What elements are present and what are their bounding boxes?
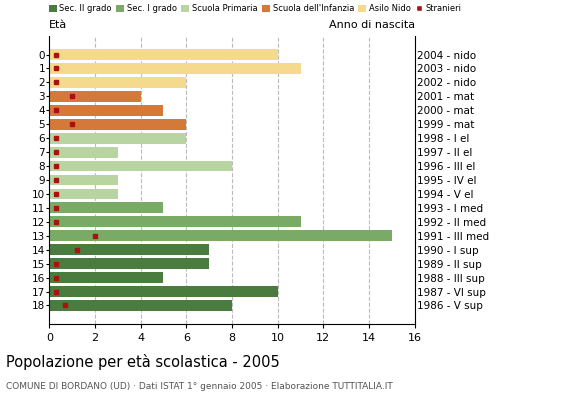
Bar — [49, 244, 209, 255]
Bar — [49, 202, 164, 213]
Bar — [49, 174, 118, 186]
Bar — [49, 147, 118, 158]
Bar — [49, 300, 232, 311]
Bar — [49, 161, 232, 172]
Text: Anno di nascita: Anno di nascita — [329, 20, 415, 30]
Bar — [49, 49, 278, 60]
Text: Età: Età — [49, 20, 67, 30]
Text: Popolazione per età scolastica - 2005: Popolazione per età scolastica - 2005 — [6, 354, 280, 370]
Bar — [49, 216, 300, 227]
Legend: Sec. II grado, Sec. I grado, Scuola Primaria, Scuola dell'Infanzia, Asilo Nido, : Sec. II grado, Sec. I grado, Scuola Prim… — [49, 4, 462, 13]
Bar — [49, 133, 186, 144]
Bar — [49, 91, 140, 102]
Bar — [49, 77, 186, 88]
Bar — [49, 63, 300, 74]
Bar — [49, 105, 164, 116]
Bar — [49, 119, 186, 130]
Bar — [49, 258, 209, 269]
Bar — [49, 272, 164, 283]
Bar — [49, 188, 118, 199]
Bar — [49, 286, 278, 297]
Bar — [49, 230, 392, 241]
Text: COMUNE DI BORDANO (UD) · Dati ISTAT 1° gennaio 2005 · Elaborazione TUTTITALIA.IT: COMUNE DI BORDANO (UD) · Dati ISTAT 1° g… — [6, 382, 393, 391]
